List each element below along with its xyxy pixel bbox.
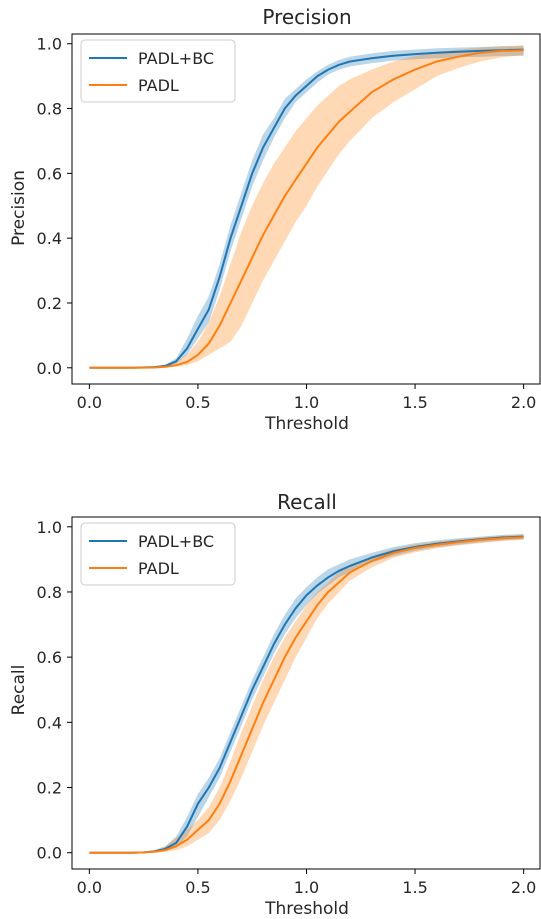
x-tick-label: 0.5 — [185, 393, 210, 412]
x-tick-label: 1.0 — [294, 878, 319, 897]
y-tick-label: 0.2 — [37, 294, 62, 313]
x-tick-label: 0.5 — [185, 878, 210, 897]
y-tick-label: 0.6 — [37, 164, 62, 183]
legend: PADL+BC PADL — [80, 39, 236, 103]
y-tick-label: 0.0 — [37, 844, 62, 863]
precision-subplot: Precision Threshold Precision 0.0 0.5 1.0 1… — [9, 5, 541, 434]
x-tick-label: 1.5 — [402, 393, 427, 412]
legend-label: PADL+BC — [138, 49, 214, 68]
y-axis-label: Precision — [9, 170, 29, 246]
y-tick-label: 0.2 — [37, 779, 62, 798]
y-tick-label: 1.0 — [37, 35, 62, 54]
legend: PADL+BC PADL — [80, 522, 236, 586]
x-tick-label: 2.0 — [511, 878, 536, 897]
series-line-padl — [89, 49, 524, 369]
chart-title: Recall — [277, 490, 337, 514]
x-tick-label: 2.0 — [511, 393, 536, 412]
x-axis-label: Threshold — [264, 414, 349, 434]
x-tick-label: 1.0 — [294, 393, 319, 412]
chart-title: Precision — [262, 5, 351, 29]
series-line-padl — [89, 536, 524, 854]
legend-label: PADL — [138, 76, 179, 95]
legend-box — [80, 39, 236, 103]
y-tick-label: 0.0 — [37, 359, 62, 378]
x-tick-label: 0.0 — [77, 878, 102, 897]
confidence-band-padl-bc — [89, 533, 524, 853]
y-tick-label: 0.4 — [37, 713, 62, 732]
legend-box — [80, 522, 236, 586]
y-tick-label: 0.4 — [37, 229, 62, 248]
legend-label: PADL+BC — [138, 532, 214, 551]
y-tick-label: 1.0 — [37, 518, 62, 537]
y-tick-label: 0.6 — [37, 648, 62, 667]
x-axis-label: Threshold — [264, 899, 349, 919]
recall-subplot: Recall Threshold Recall 0.0 0.5 1.0 1.5 2.0 0… — [9, 490, 541, 919]
legend-label: PADL — [138, 559, 179, 578]
y-tick-label: 0.8 — [37, 583, 62, 602]
series-line-padl-bc — [89, 48, 524, 369]
x-tick-label: 0.0 — [77, 393, 102, 412]
x-tick-label: 1.5 — [402, 878, 427, 897]
y-tick-label: 0.8 — [37, 100, 62, 119]
y-axis-label: Recall — [9, 665, 29, 716]
